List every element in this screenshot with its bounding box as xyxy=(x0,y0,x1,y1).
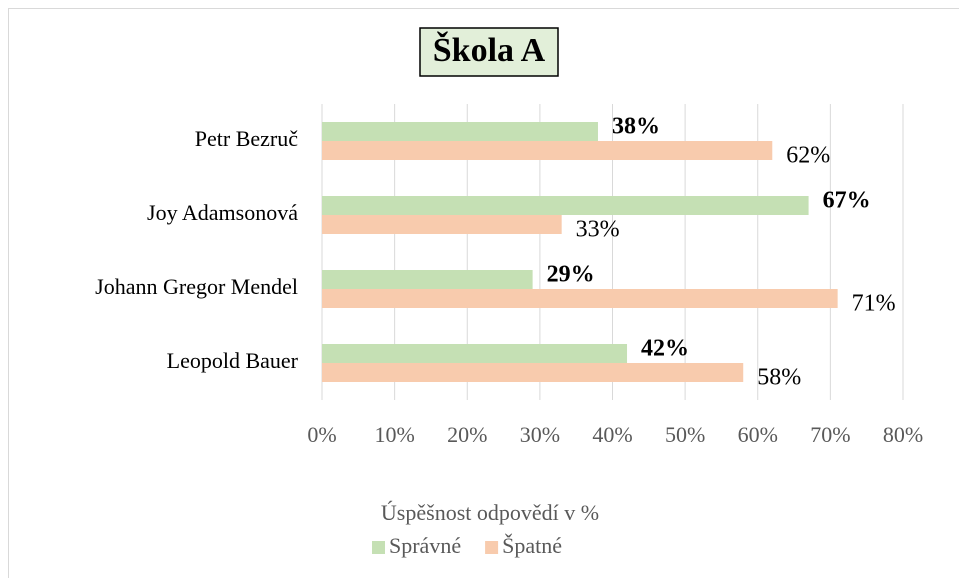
bar xyxy=(322,270,533,289)
value-label: 67% xyxy=(823,188,871,214)
bar xyxy=(322,196,809,215)
bar xyxy=(322,215,562,234)
value-label: 29% xyxy=(547,262,595,288)
x-tick-label: 20% xyxy=(447,422,487,447)
value-label: 42% xyxy=(641,336,689,362)
value-label: 58% xyxy=(757,365,801,391)
x-tick-label: 10% xyxy=(374,422,414,447)
legend-swatch xyxy=(485,541,499,554)
value-label: 71% xyxy=(852,291,896,317)
x-axis-title: Úspěšnost odpovědí v % xyxy=(381,500,599,525)
legend-label: Špatné xyxy=(502,533,562,558)
bar xyxy=(322,122,598,141)
value-label: 33% xyxy=(576,217,620,243)
x-tick-label: 0% xyxy=(307,422,336,447)
x-tick-label: 80% xyxy=(883,422,923,447)
chart-title: Škola A xyxy=(433,31,546,69)
bar xyxy=(322,141,773,160)
bar xyxy=(322,363,744,382)
y-tick-label: Petr Bezruč xyxy=(195,126,298,151)
title-box xyxy=(419,27,559,77)
x-tick-label: 60% xyxy=(738,422,778,447)
bar xyxy=(322,344,628,363)
bar xyxy=(322,289,838,308)
x-tick-label: 50% xyxy=(665,422,705,447)
value-label: 62% xyxy=(786,143,830,169)
x-tick-label: 40% xyxy=(592,422,632,447)
x-tick-label: 30% xyxy=(520,422,560,447)
y-tick-label: Joy Adamsonová xyxy=(147,200,298,225)
y-tick-label: Johann Gregor Mendel xyxy=(95,274,298,299)
legend-label: Správné xyxy=(389,533,461,558)
y-tick-label: Leopold Bauer xyxy=(167,348,299,373)
value-label: 38% xyxy=(612,114,660,140)
x-tick-label: 70% xyxy=(810,422,850,447)
legend-swatch xyxy=(372,541,385,554)
